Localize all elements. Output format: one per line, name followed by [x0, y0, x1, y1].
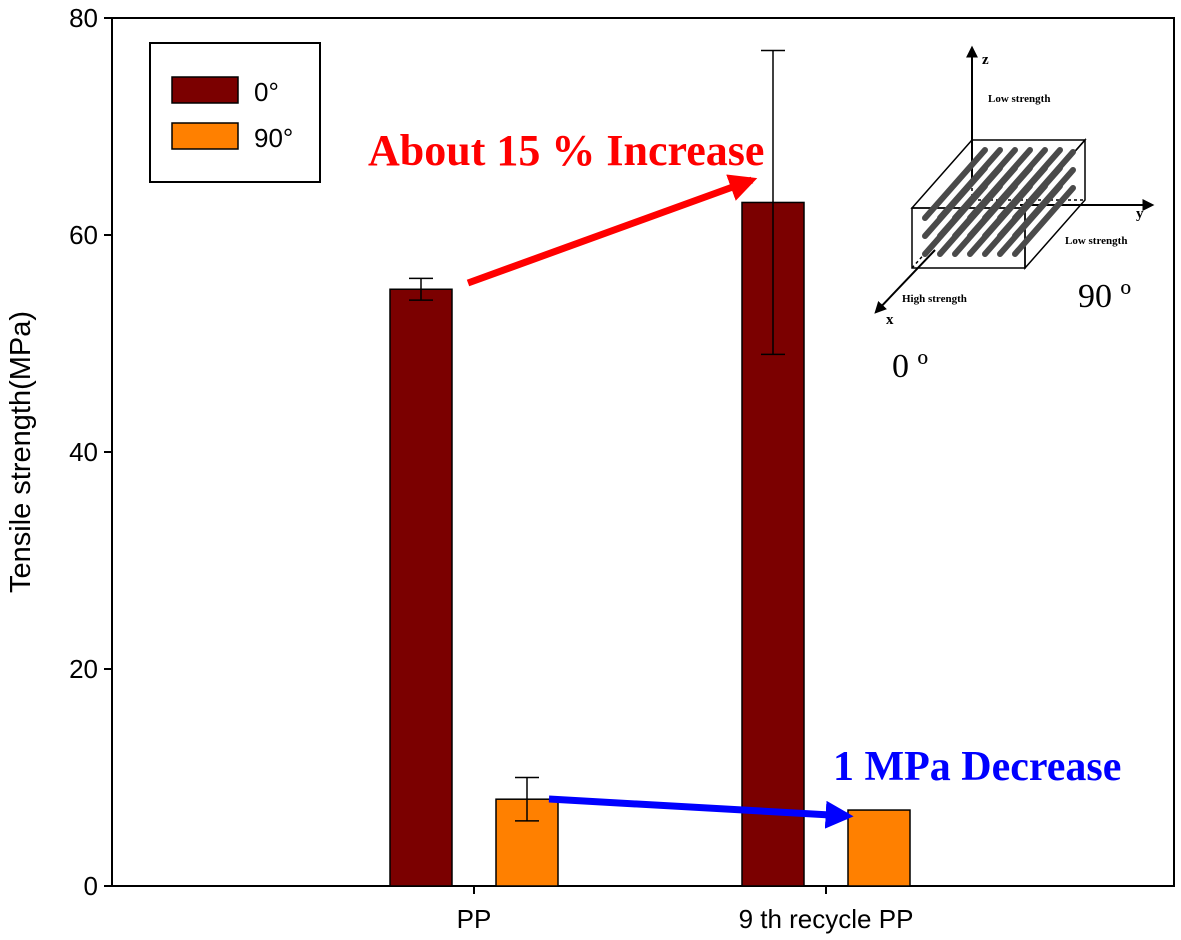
orientation-inset-diagram: z y x Low strength Low strength High str… [874, 45, 1155, 385]
increase-arrow [466, 174, 758, 287]
inset-x-axis [874, 249, 936, 314]
y-tick-label: 0 [84, 871, 98, 901]
inset-90deg-label: 90 º [1078, 278, 1131, 315]
legend: 0° 90° [149, 42, 321, 183]
bar-0deg [389, 288, 453, 887]
inset-z-label: z [982, 52, 989, 68]
inset-side-label: Low strength [1065, 235, 1127, 247]
inset-front-label: High strength [902, 293, 967, 305]
x-axis: PP 9 th recycle PP [457, 886, 914, 934]
inset-0deg-label: 0 º [892, 348, 928, 385]
error-bar-group [409, 49, 785, 822]
legend-label-0deg: 0° [254, 77, 279, 107]
annotation-increase: About 15 % Increase [368, 126, 764, 175]
inset-top-label: Low strength [988, 93, 1050, 105]
legend-swatch-0deg [171, 76, 239, 104]
y-axis-title: Tensile strength(MPa) [5, 311, 37, 593]
bar-group [389, 201, 911, 887]
inset-y-label: y [1136, 206, 1144, 222]
inset-filaments [922, 147, 1076, 257]
y-axis: 0 20 40 60 80 [69, 3, 112, 901]
x-tick-label: 9 th recycle PP [739, 904, 914, 934]
annotation-decrease: 1 MPa Decrease [833, 744, 1121, 790]
decrease-arrow [548, 795, 854, 829]
inset-x-label: x [886, 312, 894, 328]
y-tick-label: 80 [69, 3, 98, 33]
x-tick-label: PP [457, 904, 492, 934]
legend-label-90deg: 90° [254, 123, 293, 153]
bar-90deg [847, 809, 911, 887]
y-tick-label: 60 [69, 220, 98, 250]
y-tick-label: 20 [69, 654, 98, 684]
legend-swatch-90deg [171, 122, 239, 150]
legend-box [149, 42, 321, 183]
y-tick-label: 40 [69, 437, 98, 467]
